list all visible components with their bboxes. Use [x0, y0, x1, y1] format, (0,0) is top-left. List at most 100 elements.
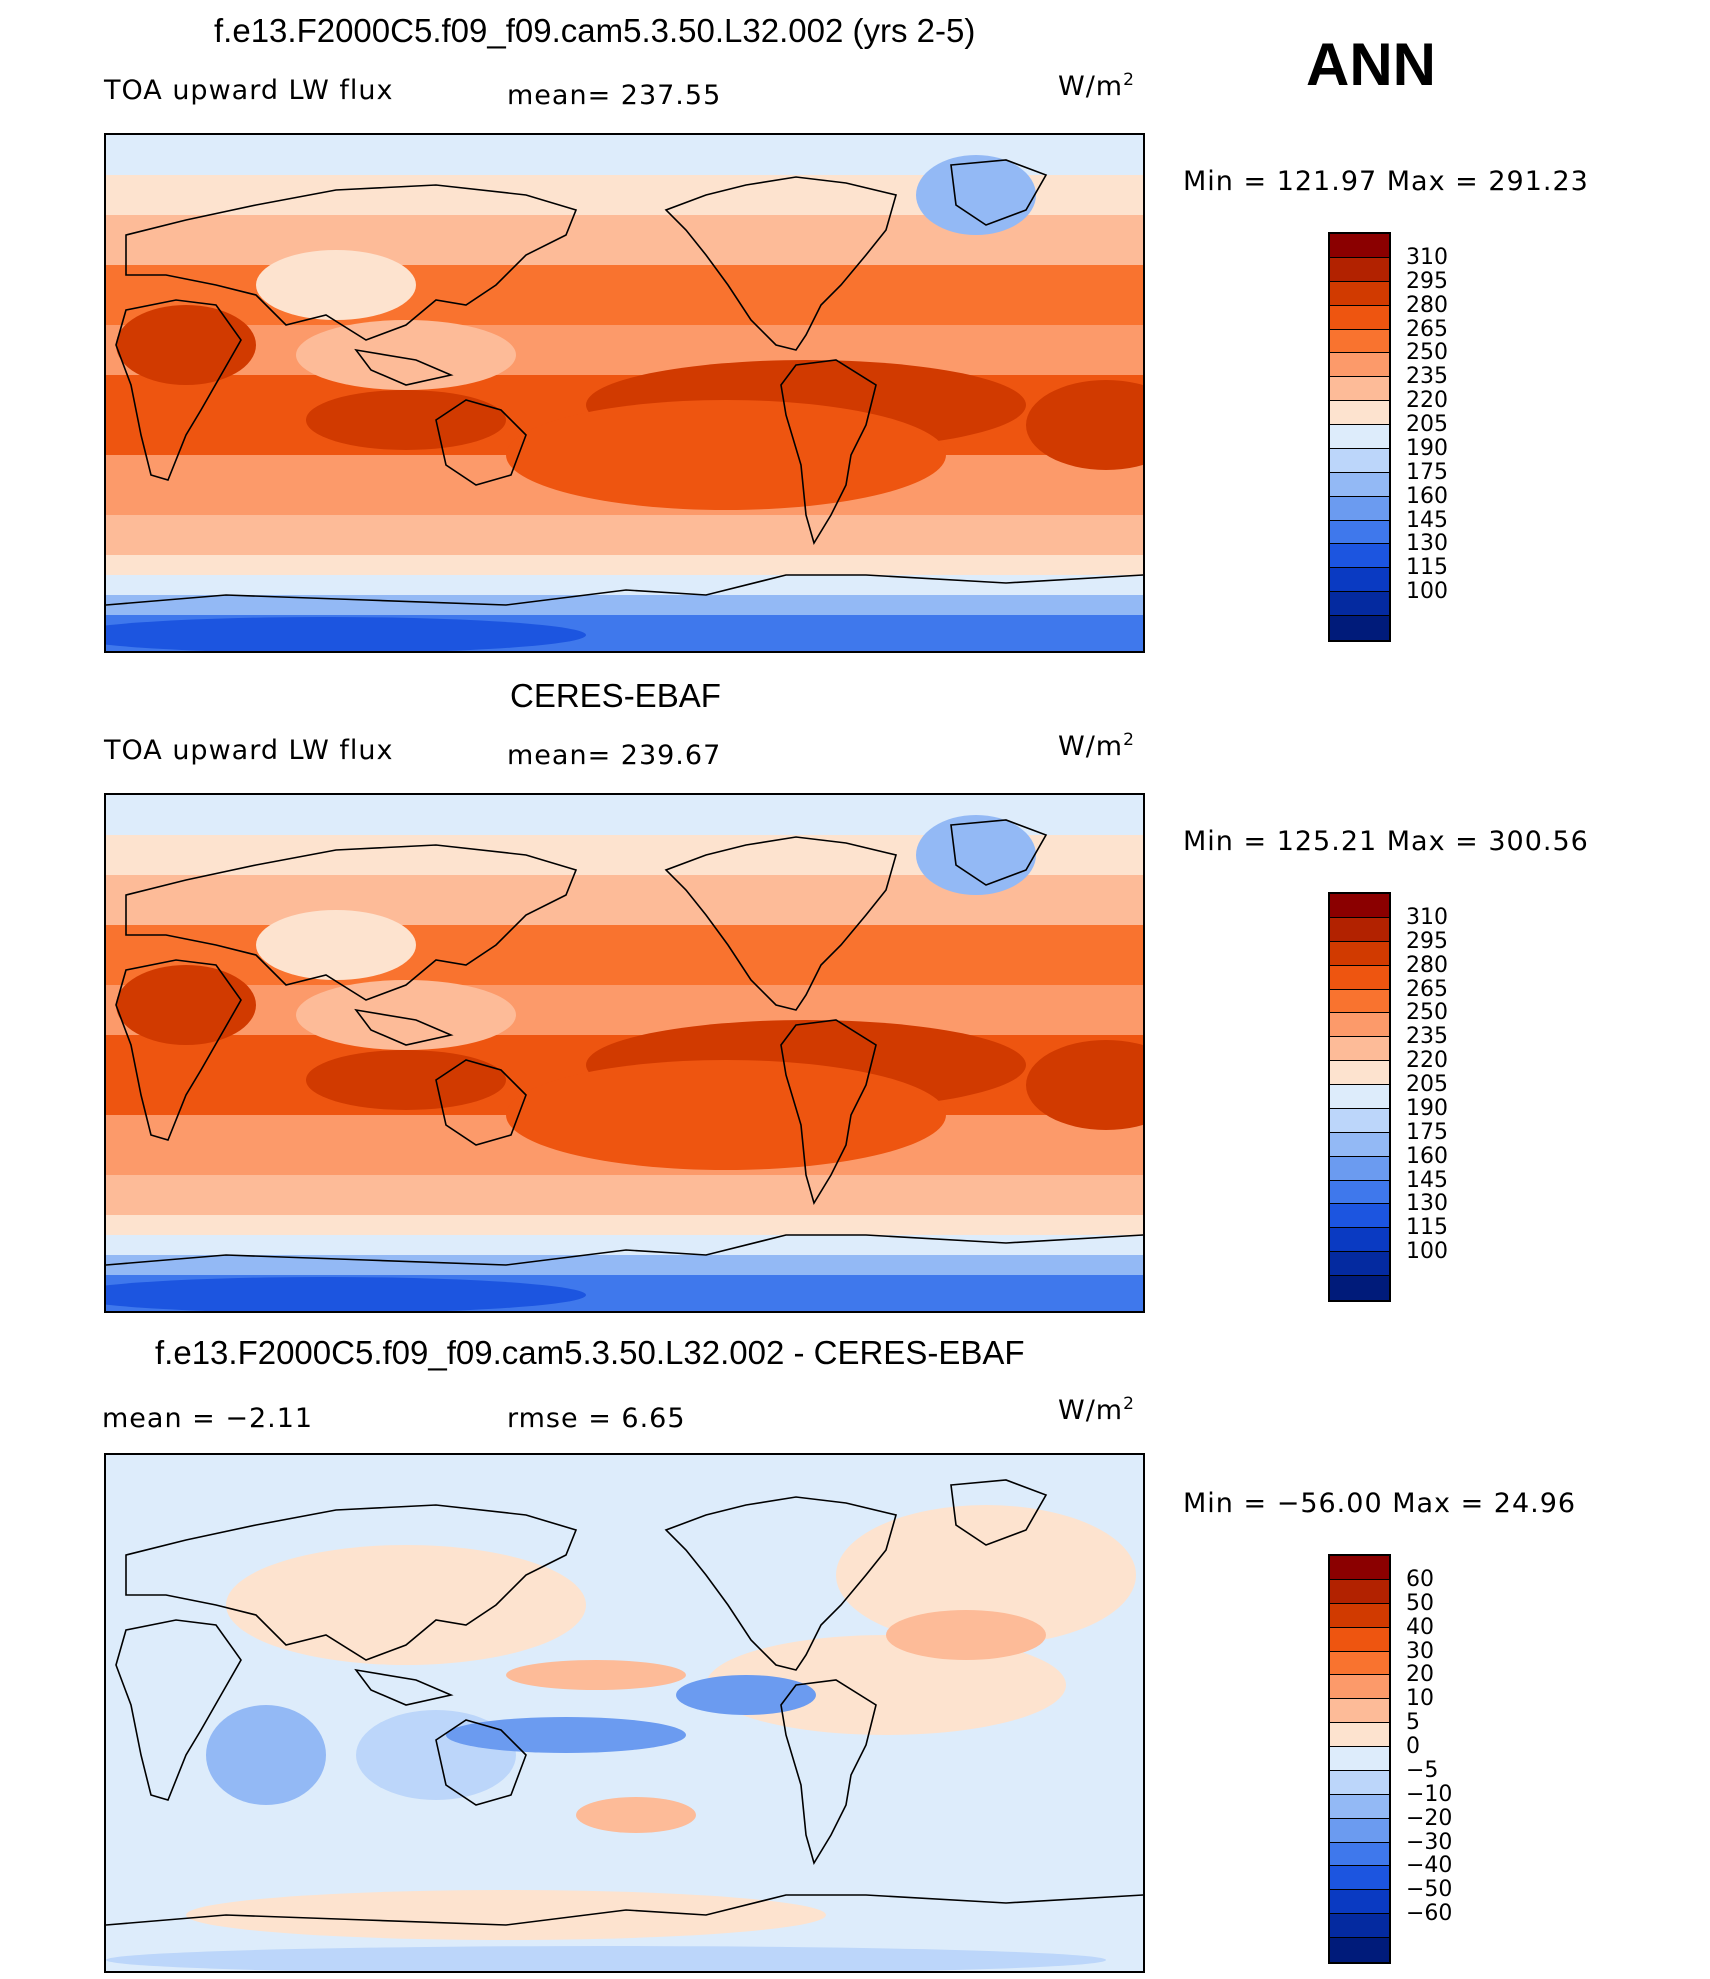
panel-1-title: f.e13.F2000C5.f09_f09.cam5.3.50.L32.002 … — [214, 12, 976, 49]
colorbar-tick-label: 310 — [1406, 904, 1448, 930]
colorbar-segment — [1330, 472, 1389, 497]
colorbar-tick-label: 250 — [1406, 1000, 1448, 1026]
colorbar-segment — [1330, 592, 1389, 616]
colorbar-segment — [1330, 941, 1389, 966]
panel-1-mean-label: mean= 237.55 — [507, 80, 722, 111]
colorbar-segment — [1330, 1180, 1389, 1205]
colorbar-tick-label: −40 — [1406, 1853, 1453, 1879]
colorbar-segment — [1330, 1747, 1389, 1771]
season-label: ANN — [1306, 31, 1436, 98]
colorbar-tick-label: 235 — [1406, 1024, 1448, 1050]
colorbar-tick-label: 295 — [1406, 928, 1448, 954]
panel-2-units-label: W/m2 — [1058, 730, 1135, 762]
colorbar-tick-label: 40 — [1406, 1614, 1434, 1640]
panel-3-units-label: W/m2 — [1058, 1394, 1135, 1426]
colorbar-tick-label: 265 — [1406, 976, 1448, 1002]
colorbar-tick-label: −5 — [1406, 1757, 1439, 1783]
colorbar-segment — [1330, 1085, 1389, 1109]
colorbar-tick-label: 295 — [1406, 268, 1448, 294]
panel-1-min-max: Min = 121.97 Max = 291.23 — [1183, 166, 1589, 197]
colorbar-segment — [1330, 1228, 1389, 1253]
colorbar-segment — [1330, 989, 1389, 1014]
colorbar-segment — [1330, 496, 1389, 521]
colorbar-tick-label: 100 — [1406, 579, 1448, 605]
colorbar-segment — [1330, 520, 1389, 545]
colorbar-segment — [1330, 544, 1389, 569]
colorbar-segment — [1330, 1818, 1389, 1843]
colorbar-segment — [1330, 1699, 1389, 1724]
colorbar-tick-label: 115 — [1406, 555, 1448, 581]
colorbar-segment — [1330, 1556, 1389, 1580]
colorbar-tick-label: 0 — [1406, 1734, 1420, 1760]
panel-2-map — [104, 793, 1145, 1313]
panel-2-variable-label: TOA upward LW flux — [104, 735, 394, 766]
colorbar-segment — [1330, 1627, 1389, 1652]
colorbar-tick-label: 265 — [1406, 316, 1448, 342]
colorbar-segment — [1330, 1252, 1389, 1276]
colorbar-tick-label: 205 — [1406, 1072, 1448, 1098]
colorbar-tick-label: 220 — [1406, 1048, 1448, 1074]
colorbar-tick-label: 235 — [1406, 364, 1448, 390]
colorbar-tick-label: −50 — [1406, 1877, 1453, 1903]
panel-2-colorbar — [1328, 892, 1391, 1302]
colorbar-segment — [1330, 1938, 1389, 1962]
colorbar-segment — [1330, 894, 1389, 918]
colorbar-tick-label: 5 — [1406, 1710, 1420, 1736]
colorbar-segment — [1330, 448, 1389, 473]
colorbar-segment — [1330, 1675, 1389, 1700]
colorbar-tick-label: 60 — [1406, 1566, 1434, 1592]
colorbar-segment — [1330, 257, 1389, 282]
colorbar-segment — [1330, 305, 1389, 330]
colorbar-segment — [1330, 401, 1389, 425]
colorbar-segment — [1330, 1013, 1389, 1038]
panel-1-map — [104, 133, 1145, 653]
colorbar-segment — [1330, 1061, 1389, 1085]
colorbar-segment — [1330, 616, 1389, 640]
colorbar-tick-label: 145 — [1406, 507, 1448, 533]
colorbar-tick-label: 100 — [1406, 1239, 1448, 1265]
colorbar-tick-label: 175 — [1406, 459, 1448, 485]
colorbar-tick-label: 130 — [1406, 1191, 1448, 1217]
colorbar-segment — [1330, 425, 1389, 449]
colorbar-tick-label: 145 — [1406, 1167, 1448, 1193]
colorbar-tick-label: 190 — [1406, 1095, 1448, 1121]
colorbar-segment — [1330, 1132, 1389, 1157]
colorbar-segment — [1330, 377, 1389, 402]
colorbar-segment — [1330, 1794, 1389, 1819]
colorbar-segment — [1330, 281, 1389, 306]
colorbar-tick-label: 10 — [1406, 1686, 1434, 1712]
colorbar-segment — [1330, 1204, 1389, 1229]
colorbar-tick-label: −10 — [1406, 1781, 1453, 1807]
colorbar-tick-label: 30 — [1406, 1638, 1434, 1664]
panel-1-colorbar — [1328, 232, 1391, 642]
colorbar-tick-label: −20 — [1406, 1805, 1453, 1831]
colorbar-segment — [1330, 1156, 1389, 1181]
colorbar-segment — [1330, 1603, 1389, 1628]
colorbar-tick-label: 190 — [1406, 435, 1448, 461]
colorbar-segment — [1330, 917, 1389, 942]
colorbar-segment — [1330, 1866, 1389, 1891]
colorbar-tick-label: 280 — [1406, 292, 1448, 318]
panel-1-units-label: W/m2 — [1058, 70, 1135, 102]
colorbar-segment — [1330, 353, 1389, 378]
colorbar-segment — [1330, 329, 1389, 354]
colorbar-segment — [1330, 1276, 1389, 1300]
colorbar-segment — [1330, 1579, 1389, 1604]
colorbar-segment — [1330, 1914, 1389, 1938]
panel-3-colorbar — [1328, 1554, 1391, 1964]
colorbar-segment — [1330, 1890, 1389, 1915]
panel-2-title: CERES-EBAF — [510, 677, 721, 714]
colorbar-tick-label: 310 — [1406, 244, 1448, 270]
panel-3-map — [104, 1453, 1145, 1973]
colorbar-tick-label: −60 — [1406, 1901, 1453, 1927]
colorbar-tick-label: 115 — [1406, 1215, 1448, 1241]
panel-3-title: f.e13.F2000C5.f09_f09.cam5.3.50.L32.002 … — [155, 1334, 1025, 1371]
colorbar-segment — [1330, 1651, 1389, 1676]
colorbar-segment — [1330, 234, 1389, 258]
colorbar-segment — [1330, 568, 1389, 593]
colorbar-tick-label: 50 — [1406, 1590, 1434, 1616]
panel-2-mean-label: mean= 239.67 — [507, 740, 722, 771]
colorbar-tick-label: 175 — [1406, 1119, 1448, 1145]
colorbar-segment — [1330, 1723, 1389, 1747]
colorbar-tick-label: 250 — [1406, 340, 1448, 366]
